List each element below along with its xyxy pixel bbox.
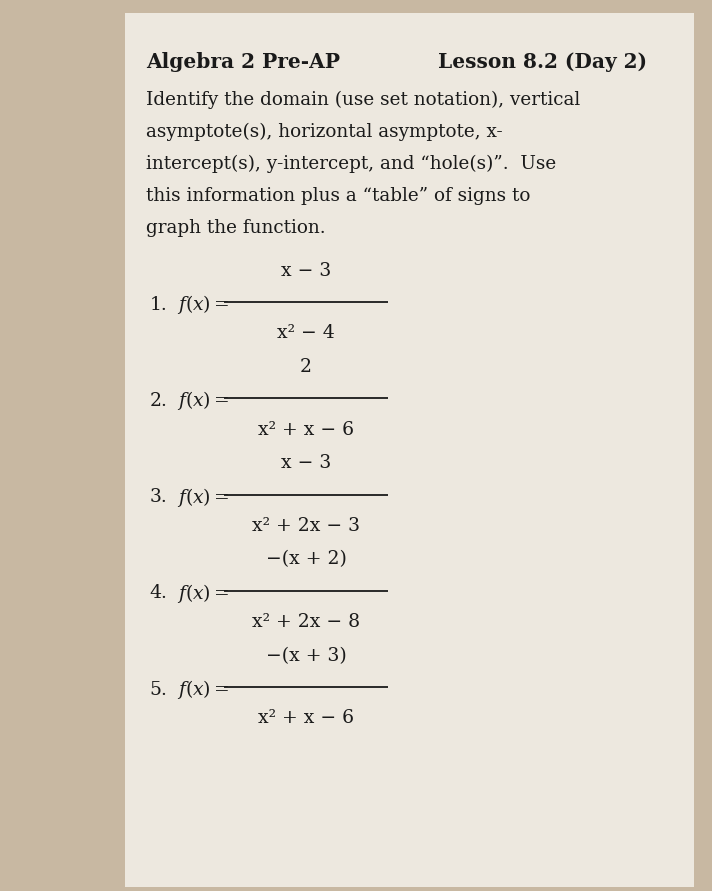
Text: x² − 4: x² − 4 bbox=[277, 324, 335, 342]
Text: $f(x) =$: $f(x) =$ bbox=[177, 582, 229, 605]
Text: 5.: 5. bbox=[150, 681, 167, 699]
Text: −(x + 2): −(x + 2) bbox=[266, 551, 347, 568]
Text: graph the function.: graph the function. bbox=[146, 219, 325, 237]
Text: 3.: 3. bbox=[150, 488, 167, 506]
Text: x − 3: x − 3 bbox=[281, 454, 331, 472]
Text: 2: 2 bbox=[300, 358, 312, 376]
Text: Lesson 8.2 (Day 2): Lesson 8.2 (Day 2) bbox=[438, 52, 647, 71]
Text: −(x + 3): −(x + 3) bbox=[266, 647, 347, 665]
Text: $f(x) =$: $f(x) =$ bbox=[177, 389, 229, 413]
Text: 4.: 4. bbox=[150, 584, 167, 602]
Text: this information plus a “table” of signs to: this information plus a “table” of signs… bbox=[146, 187, 530, 205]
Text: $f(x) =$: $f(x) =$ bbox=[177, 486, 229, 509]
Text: $f(x) =$: $f(x) =$ bbox=[177, 293, 229, 316]
Text: 2.: 2. bbox=[150, 392, 167, 410]
Text: x² + x − 6: x² + x − 6 bbox=[258, 421, 354, 438]
Text: x² + 2x − 8: x² + 2x − 8 bbox=[252, 613, 360, 631]
Text: x² + 2x − 3: x² + 2x − 3 bbox=[252, 517, 360, 535]
Text: x − 3: x − 3 bbox=[281, 262, 331, 280]
Text: intercept(s), y-intercept, and “hole(s)”.  Use: intercept(s), y-intercept, and “hole(s)”… bbox=[146, 155, 556, 173]
Text: asymptote(s), horizontal asymptote, x-: asymptote(s), horizontal asymptote, x- bbox=[146, 123, 503, 141]
Text: $f(x) =$: $f(x) =$ bbox=[177, 678, 229, 701]
Text: Identify the domain (use set notation), vertical: Identify the domain (use set notation), … bbox=[146, 91, 580, 109]
Text: 1.: 1. bbox=[150, 296, 167, 314]
Text: Algebra 2 Pre-AP: Algebra 2 Pre-AP bbox=[146, 52, 340, 71]
Text: x² + x − 6: x² + x − 6 bbox=[258, 709, 354, 727]
FancyBboxPatch shape bbox=[125, 13, 694, 887]
